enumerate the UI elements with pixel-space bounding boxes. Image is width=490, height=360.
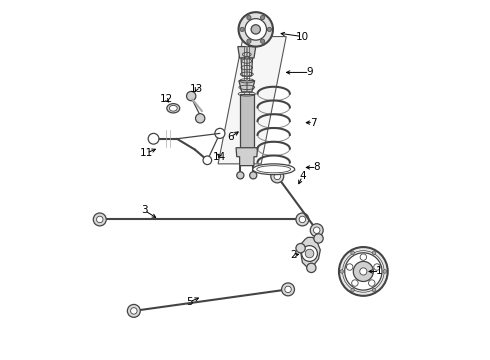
Text: 10: 10	[296, 32, 309, 41]
Text: 4: 4	[299, 171, 306, 181]
Ellipse shape	[167, 104, 180, 113]
Circle shape	[215, 129, 225, 138]
Circle shape	[247, 39, 251, 43]
Circle shape	[97, 216, 103, 223]
Text: 12: 12	[159, 94, 173, 104]
Text: 3: 3	[141, 206, 148, 216]
Polygon shape	[238, 46, 256, 58]
Circle shape	[360, 268, 367, 275]
Circle shape	[353, 261, 373, 282]
Circle shape	[239, 12, 273, 46]
Circle shape	[340, 270, 343, 273]
Circle shape	[196, 114, 205, 123]
Circle shape	[307, 263, 316, 273]
Polygon shape	[300, 237, 320, 268]
Ellipse shape	[253, 164, 294, 175]
Polygon shape	[241, 58, 252, 76]
Text: 8: 8	[314, 162, 320, 172]
Text: 11: 11	[140, 148, 153, 158]
Circle shape	[383, 270, 387, 273]
Circle shape	[245, 19, 267, 40]
Circle shape	[127, 305, 140, 318]
Circle shape	[93, 213, 106, 226]
Circle shape	[305, 249, 314, 258]
Circle shape	[148, 134, 159, 144]
Polygon shape	[236, 148, 258, 166]
Circle shape	[260, 15, 265, 20]
Circle shape	[372, 288, 376, 292]
Text: 7: 7	[310, 118, 317, 128]
Circle shape	[344, 253, 382, 290]
Circle shape	[247, 15, 251, 20]
Circle shape	[372, 251, 376, 255]
Circle shape	[351, 288, 354, 292]
Ellipse shape	[170, 105, 177, 111]
Circle shape	[352, 280, 358, 286]
Circle shape	[368, 280, 375, 286]
Polygon shape	[218, 37, 286, 164]
Circle shape	[251, 25, 260, 34]
Polygon shape	[240, 94, 254, 148]
Circle shape	[250, 172, 257, 179]
Circle shape	[299, 216, 306, 223]
Circle shape	[314, 227, 320, 233]
Circle shape	[351, 251, 354, 255]
Circle shape	[282, 283, 294, 296]
Circle shape	[131, 308, 137, 314]
Circle shape	[267, 27, 271, 32]
Text: 14: 14	[213, 152, 226, 162]
Circle shape	[346, 264, 353, 270]
Polygon shape	[239, 81, 255, 92]
Circle shape	[203, 156, 212, 165]
Circle shape	[339, 247, 388, 296]
Circle shape	[260, 39, 265, 43]
Text: 1: 1	[376, 266, 383, 276]
Text: 2: 2	[290, 250, 297, 260]
Text: 9: 9	[306, 67, 313, 77]
Circle shape	[237, 172, 244, 179]
Circle shape	[274, 173, 280, 180]
Circle shape	[296, 213, 309, 226]
Circle shape	[374, 264, 380, 270]
Text: 13: 13	[190, 84, 203, 94]
Text: 5: 5	[186, 297, 193, 307]
Circle shape	[271, 170, 284, 183]
Circle shape	[285, 286, 291, 293]
Circle shape	[240, 27, 245, 32]
Circle shape	[310, 224, 323, 237]
Circle shape	[296, 243, 305, 253]
Circle shape	[187, 91, 196, 101]
Circle shape	[302, 246, 318, 261]
Text: 6: 6	[227, 132, 234, 142]
Circle shape	[360, 254, 367, 260]
Circle shape	[314, 234, 323, 243]
